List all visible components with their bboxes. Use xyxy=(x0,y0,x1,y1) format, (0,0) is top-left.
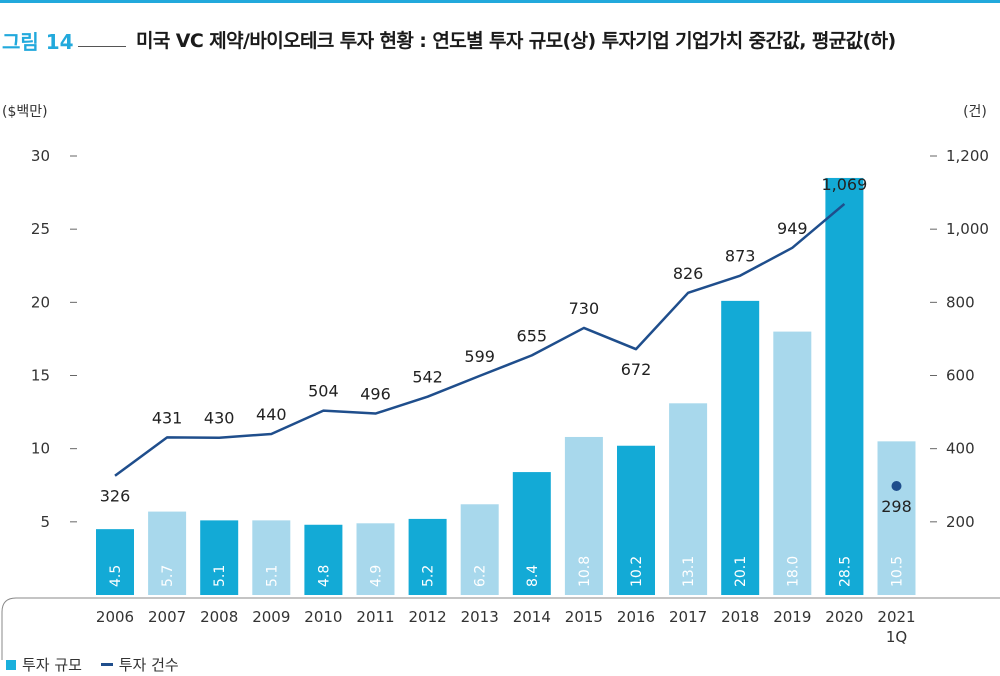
line-value-label: 496 xyxy=(360,385,391,404)
x-axis-label: 1Q xyxy=(886,628,907,646)
x-axis-label: 2012 xyxy=(409,608,447,626)
line-value-label: 873 xyxy=(725,247,756,266)
line-value-label: 826 xyxy=(673,264,704,283)
x-axis-label: 2020 xyxy=(825,608,863,626)
legend-swatch-line xyxy=(100,663,113,666)
line-value-label: 298 xyxy=(881,497,912,516)
bar xyxy=(773,331,812,595)
bar-value-label: 5.1 xyxy=(264,565,280,587)
x-axis-label: 2015 xyxy=(565,608,603,626)
line-value-label: 1,069 xyxy=(821,175,867,194)
left-axis-tick-label: 5 xyxy=(40,513,50,531)
bar-value-label: 10.8 xyxy=(577,556,593,587)
bar xyxy=(200,520,239,595)
x-axis-label: 2011 xyxy=(356,608,394,626)
line-value-label: 431 xyxy=(152,408,183,427)
bar-value-label: 5.7 xyxy=(160,565,176,587)
figure-title: 미국 VC 제약/바이오테크 투자 현황 : 연도별 투자 규모(상) 투자기업… xyxy=(136,30,896,52)
line-value-label: 504 xyxy=(308,382,339,401)
bar xyxy=(252,520,291,595)
x-axis-label: 2010 xyxy=(304,608,342,626)
legend-label-line: 투자 건수 xyxy=(118,656,179,674)
x-axis-label: 2006 xyxy=(96,608,134,626)
line-value-label: 326 xyxy=(100,487,131,506)
bar-value-label: 5.2 xyxy=(421,565,437,587)
line-value-label: 440 xyxy=(256,405,287,424)
figure-header: 그림 14 미국 VC 제약/바이오테크 투자 현황 : 연도별 투자 규모(상… xyxy=(0,22,1000,62)
right-axis-tick-label: 400 xyxy=(946,440,975,458)
left-axis-tick-label: 25 xyxy=(31,220,50,238)
line-value-label: 430 xyxy=(204,409,235,428)
x-axis-label: 2008 xyxy=(200,608,238,626)
bar-value-label: 5.1 xyxy=(212,565,228,587)
x-axis-label: 2018 xyxy=(721,608,759,626)
x-axis-label: 2021 xyxy=(877,608,915,626)
bar xyxy=(356,523,395,595)
bar xyxy=(564,436,603,595)
right-axis-tick-label: 1,200 xyxy=(946,147,989,165)
x-axis-label: 2019 xyxy=(773,608,811,626)
x-axis-label: 2017 xyxy=(669,608,707,626)
bar xyxy=(148,511,187,595)
bar xyxy=(408,518,447,595)
x-axis-label: 2009 xyxy=(252,608,290,626)
line-value-label: 730 xyxy=(569,299,600,318)
figure-label-rule xyxy=(78,46,126,47)
right-axis-tick-label: 600 xyxy=(946,367,975,385)
bar-value-label: 10.2 xyxy=(629,556,645,587)
top-accent-rule xyxy=(0,0,1000,3)
bar xyxy=(96,529,134,595)
chart-frame xyxy=(1,597,1000,660)
right-axis-unit: (건) xyxy=(963,104,987,120)
right-axis-tick-label: 800 xyxy=(946,293,975,311)
line-value-label: 599 xyxy=(464,347,495,366)
right-axis-tick-label: 200 xyxy=(946,513,975,531)
legend-swatch-bar xyxy=(6,660,16,670)
left-axis-tick-label: 30 xyxy=(31,147,50,165)
figure-label: 그림 14 xyxy=(2,30,74,54)
line-value-label: 655 xyxy=(517,326,548,345)
bar-value-label: 13.1 xyxy=(681,556,697,587)
bar xyxy=(512,472,551,595)
x-axis-label: 2013 xyxy=(461,608,499,626)
bar xyxy=(669,403,708,595)
line-point xyxy=(891,480,902,491)
bar xyxy=(721,300,760,595)
bar xyxy=(877,441,916,595)
bar-value-label: 8.4 xyxy=(525,565,541,587)
bar-value-label: 6.2 xyxy=(473,565,489,587)
x-axis-label: 2007 xyxy=(148,608,186,626)
bar-value-label: 28.5 xyxy=(837,556,853,587)
left-axis-tick-label: 10 xyxy=(31,440,50,458)
line-value-label: 949 xyxy=(777,219,808,238)
legend-item-bars: 투자 규모 xyxy=(6,654,82,675)
left-axis-tick-label: 15 xyxy=(31,367,50,385)
line-series-path xyxy=(114,202,846,477)
bar-value-label: 4.8 xyxy=(316,565,332,587)
chart-legend: 투자 규모 투자 건수 xyxy=(6,654,193,675)
bar-value-label: 10.5 xyxy=(890,556,906,587)
left-axis-unit: ($백만) xyxy=(2,104,48,120)
left-axis-tick-label: 20 xyxy=(31,293,50,311)
bar-value-label: 4.5 xyxy=(108,565,124,587)
bar xyxy=(617,445,655,595)
x-axis-label: 2016 xyxy=(617,608,655,626)
bar-value-label: 4.9 xyxy=(369,565,385,587)
bar xyxy=(825,177,864,595)
legend-label-bars: 투자 규모 xyxy=(22,656,82,674)
line-value-label: 542 xyxy=(412,368,443,387)
bar-value-label: 20.1 xyxy=(733,556,749,587)
bar xyxy=(304,524,343,595)
line-value-label: 672 xyxy=(621,360,652,379)
bar xyxy=(460,504,499,595)
x-axis-label: 2014 xyxy=(513,608,551,626)
bar-value-label: 18.0 xyxy=(785,556,801,587)
legend-item-line: 투자 건수 xyxy=(100,654,179,675)
right-axis-tick-label: 1,000 xyxy=(946,220,989,238)
